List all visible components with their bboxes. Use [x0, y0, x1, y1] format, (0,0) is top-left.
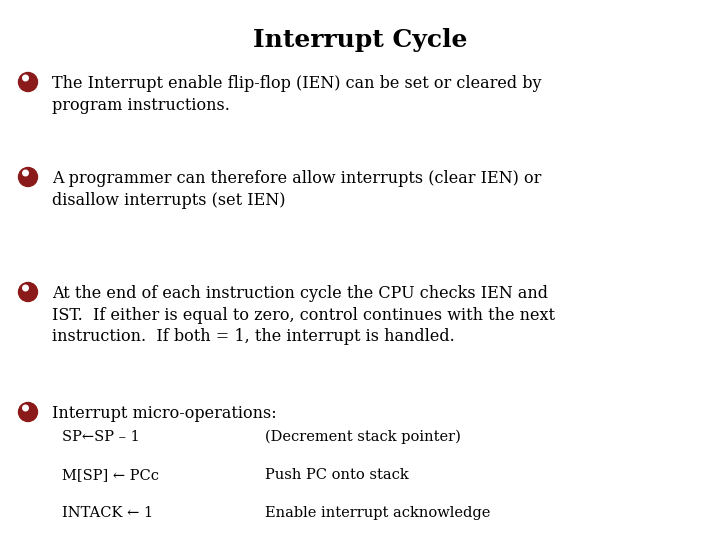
Circle shape	[19, 72, 37, 91]
Circle shape	[23, 405, 28, 411]
Circle shape	[23, 285, 28, 291]
Circle shape	[19, 282, 37, 301]
Circle shape	[23, 170, 28, 176]
Text: Interrupt micro-operations:: Interrupt micro-operations:	[52, 405, 276, 422]
Text: (Decrement stack pointer): (Decrement stack pointer)	[265, 430, 461, 444]
Text: INTACK ← 1: INTACK ← 1	[62, 506, 153, 520]
Text: Interrupt Cycle: Interrupt Cycle	[253, 28, 467, 52]
Text: M[SP] ← PCc: M[SP] ← PCc	[62, 468, 159, 482]
Text: Push PC onto stack: Push PC onto stack	[265, 468, 409, 482]
Circle shape	[23, 75, 28, 81]
Text: The Interrupt enable flip-flop (IEN) can be set or cleared by
program instructio: The Interrupt enable flip-flop (IEN) can…	[52, 75, 541, 113]
Circle shape	[19, 402, 37, 422]
Text: A programmer can therefore allow interrupts (clear IEN) or
disallow interrupts (: A programmer can therefore allow interru…	[52, 170, 541, 208]
Circle shape	[19, 167, 37, 186]
Text: Enable interrupt acknowledge: Enable interrupt acknowledge	[265, 506, 490, 520]
Text: At the end of each instruction cycle the CPU checks IEN and
IST.  If either is e: At the end of each instruction cycle the…	[52, 285, 555, 345]
Text: SP←SP – 1: SP←SP – 1	[62, 430, 140, 444]
